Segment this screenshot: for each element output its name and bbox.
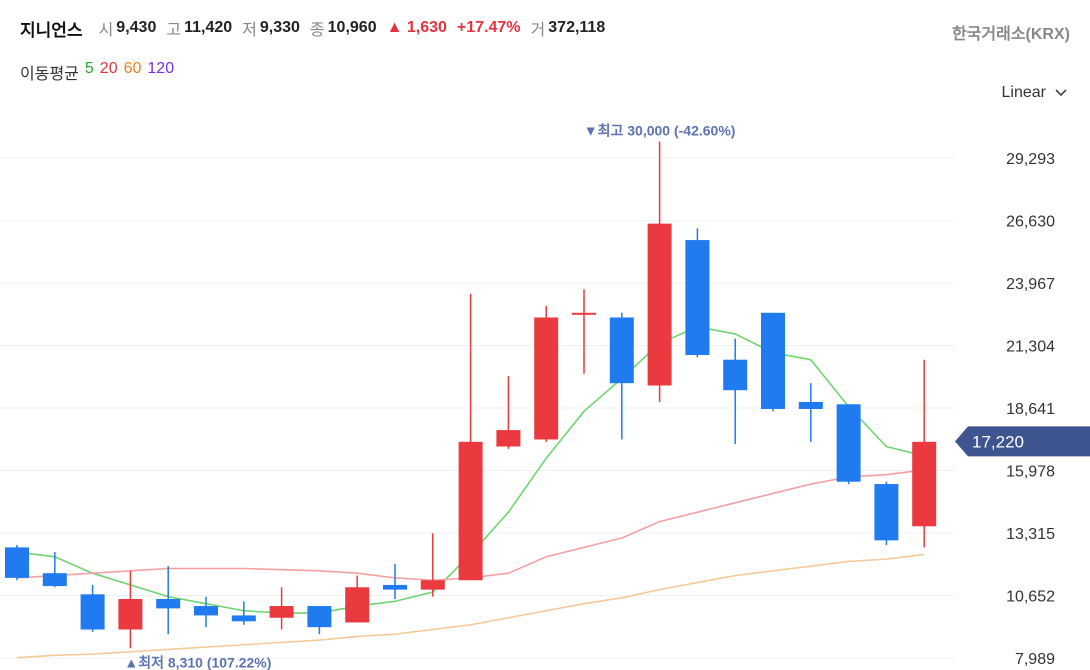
exchange-name: 한국거래소(KRX) [951, 26, 1070, 43]
candle-body [761, 312, 785, 409]
candle-body [307, 606, 332, 628]
candle-body [458, 441, 483, 581]
ma-legend-title: 이동평균 [20, 66, 79, 83]
close-value: 10,960 [327, 19, 377, 36]
y-tick-label: 23,967 [1006, 276, 1055, 293]
volume-value: 372,118 [548, 19, 606, 36]
candle-body [685, 240, 710, 356]
open-label: 시 [98, 22, 114, 39]
candle-body [156, 599, 181, 609]
candle-body [420, 580, 445, 590]
candle-body [874, 484, 899, 541]
candle-body [5, 547, 29, 578]
candle-body [572, 312, 596, 315]
candle-body [609, 317, 634, 384]
y-tick-label: 10,652 [1006, 588, 1055, 605]
candle-body [194, 606, 218, 616]
moving-average-legend: 이동평균 5 20 60 120 [20, 60, 180, 84]
candle-body [798, 401, 823, 409]
close-label: 종 [309, 22, 325, 39]
ma-20-label[interactable]: 20 [99, 60, 118, 77]
y-tick-label: 15,978 [1006, 463, 1055, 480]
chevron-down-icon [1055, 89, 1067, 97]
y-tick-label: 13,315 [1006, 526, 1055, 543]
high-annotation: ▼최고 30,000 (-42.60%) [584, 123, 736, 139]
quote-header: 지니언스 시 9,430 고 11,420 저 9,330 종 10,960 ▲… [20, 15, 615, 41]
low-value: 9,330 [259, 19, 300, 36]
candle-body [723, 359, 748, 391]
candle-body [80, 594, 105, 630]
ma-60-line [16, 553, 925, 659]
stock-name: 지니언스 [20, 20, 83, 40]
candle-body [231, 615, 256, 622]
ma-120-label[interactable]: 120 [147, 60, 175, 77]
y-tick-label: 29,293 [1006, 151, 1055, 168]
low-annotation: ▲최저 8,310 (107.22%) [124, 654, 271, 670]
open-value: 9,430 [116, 19, 157, 36]
candle-body [534, 317, 559, 440]
low-label: 저 [242, 22, 257, 39]
y-tick-label: 26,630 [1006, 214, 1055, 231]
ma-60-label[interactable]: 60 [123, 60, 142, 77]
candle-body [269, 606, 294, 618]
scale-selector[interactable]: Linear [1002, 84, 1068, 102]
candle-body [912, 441, 937, 527]
current-price-tag [955, 426, 1090, 457]
y-tick-label: 7,989 [1015, 651, 1055, 668]
y-tick-label: 21,304 [1006, 339, 1055, 356]
current-price-label: 17,220 [972, 432, 1024, 451]
high-value: 11,420 [184, 19, 233, 36]
candle-body [345, 587, 370, 623]
candle-body [836, 404, 861, 482]
candle-body [496, 430, 521, 447]
change-percent: +17.47% [456, 19, 521, 36]
high-label: 고 [166, 22, 182, 39]
ma-5-label[interactable]: 5 [84, 60, 94, 77]
change-value: ▲ 1,630 [386, 19, 447, 36]
y-tick-label: 18,641 [1006, 401, 1055, 418]
volume-label: 거 [530, 22, 546, 39]
candle-body [383, 584, 407, 590]
candle-body [118, 599, 143, 630]
scale-selector-value: Linear [1001, 84, 1046, 101]
candle-body [647, 223, 672, 386]
candle-body [42, 573, 67, 587]
